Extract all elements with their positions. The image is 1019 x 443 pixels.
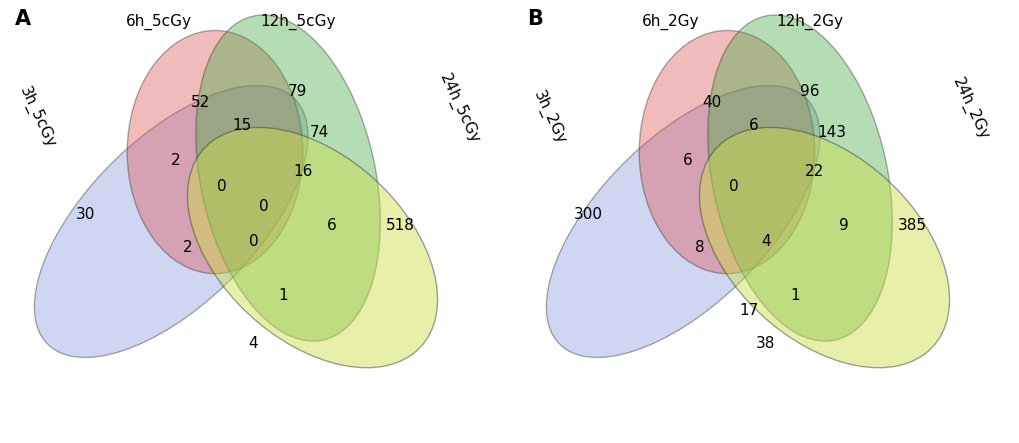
Ellipse shape [187, 128, 437, 368]
Ellipse shape [127, 31, 303, 274]
Text: 3h_2Gy: 3h_2Gy [529, 88, 568, 147]
Text: 0: 0 [259, 199, 268, 214]
Text: 74: 74 [310, 125, 329, 140]
Text: A: A [15, 9, 32, 29]
Text: 2: 2 [171, 153, 180, 168]
Text: 6: 6 [327, 218, 336, 233]
Text: 8: 8 [695, 240, 704, 255]
Text: 4: 4 [248, 336, 258, 351]
Text: 143: 143 [816, 125, 846, 140]
Text: 6h_5cGy: 6h_5cGy [125, 14, 192, 30]
Text: 0: 0 [249, 233, 259, 249]
Text: 385: 385 [897, 218, 926, 233]
Ellipse shape [699, 128, 949, 368]
Text: 2: 2 [183, 240, 193, 255]
Text: 30: 30 [76, 207, 96, 222]
Text: 12h_2Gy: 12h_2Gy [775, 14, 843, 30]
Ellipse shape [707, 15, 892, 341]
Text: 3h_5cGy: 3h_5cGy [15, 84, 58, 151]
Text: 9: 9 [839, 218, 848, 233]
Text: 52: 52 [191, 95, 210, 109]
Text: 0: 0 [729, 179, 739, 194]
Text: 79: 79 [288, 84, 308, 99]
Text: 24h_2Gy: 24h_2Gy [949, 75, 991, 142]
Text: 300: 300 [573, 207, 602, 222]
Text: 6: 6 [748, 118, 758, 133]
Text: 518: 518 [385, 218, 415, 233]
Text: 96: 96 [799, 84, 819, 99]
Ellipse shape [196, 15, 380, 341]
Text: 12h_5cGy: 12h_5cGy [260, 14, 335, 30]
Text: 22: 22 [804, 164, 823, 179]
Text: 6h_2Gy: 6h_2Gy [642, 14, 699, 30]
Text: 15: 15 [232, 118, 252, 133]
Ellipse shape [35, 85, 308, 358]
Text: 1: 1 [790, 288, 799, 303]
Text: 1: 1 [278, 288, 287, 303]
Text: 38: 38 [755, 336, 774, 351]
Text: B: B [527, 9, 542, 29]
Text: 17: 17 [739, 303, 758, 318]
Text: 4: 4 [760, 233, 770, 249]
Text: 16: 16 [292, 164, 312, 179]
Text: 6: 6 [683, 153, 692, 168]
Ellipse shape [546, 85, 819, 358]
Text: 40: 40 [702, 95, 721, 109]
Ellipse shape [639, 31, 814, 274]
Text: 0: 0 [217, 179, 227, 194]
Text: 24h_5cGy: 24h_5cGy [435, 71, 482, 146]
